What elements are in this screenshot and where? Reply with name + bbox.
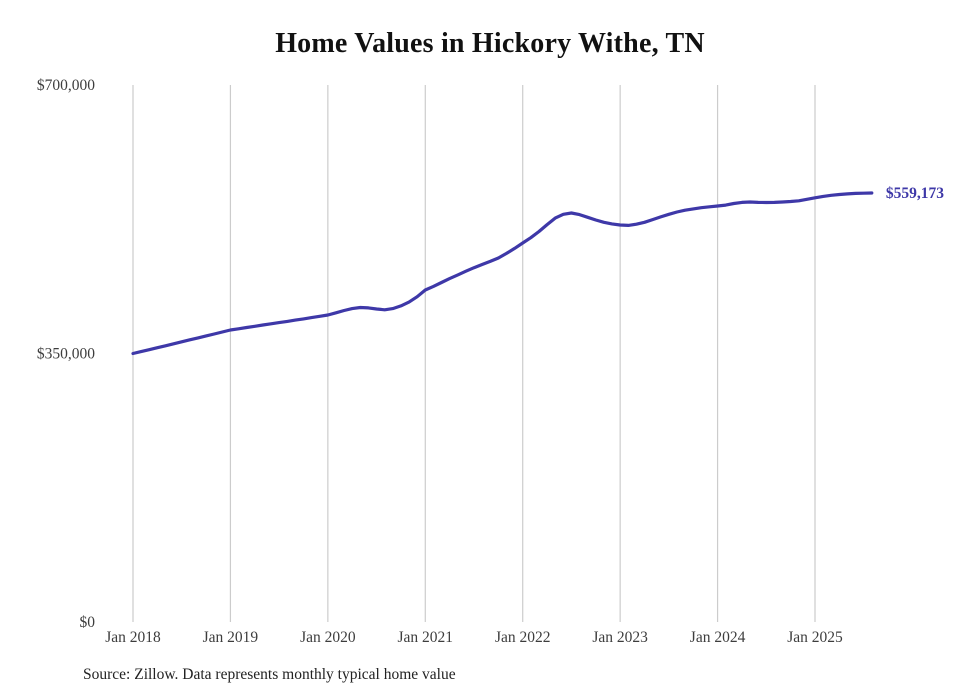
x-axis-tick-label: Jan 2019: [203, 629, 259, 646]
x-axis-tick-label: Jan 2024: [690, 629, 746, 646]
source-note: Source: Zillow. Data represents monthly …: [83, 666, 456, 683]
x-axis-tick-label: Jan 2018: [105, 629, 161, 646]
home-value-line-series: [131, 191, 874, 356]
x-axis-tick-label: Jan 2022: [495, 629, 551, 646]
x-axis-tick-label: Jan 2023: [592, 629, 648, 646]
x-axis-tick-label: Jan 2021: [398, 629, 454, 646]
x-axis-tick-label: Jan 2025: [787, 629, 843, 646]
y-axis-tick-label: $350,000: [37, 346, 95, 363]
chart-title: Home Values in Hickory Withe, TN: [275, 28, 705, 59]
y-axis-tick-label: $0: [80, 614, 96, 631]
latest-value-label: $559,173: [886, 185, 944, 202]
x-axis-tick-label: Jan 2020: [300, 629, 356, 646]
y-axis-tick-label: $700,000: [37, 77, 95, 94]
